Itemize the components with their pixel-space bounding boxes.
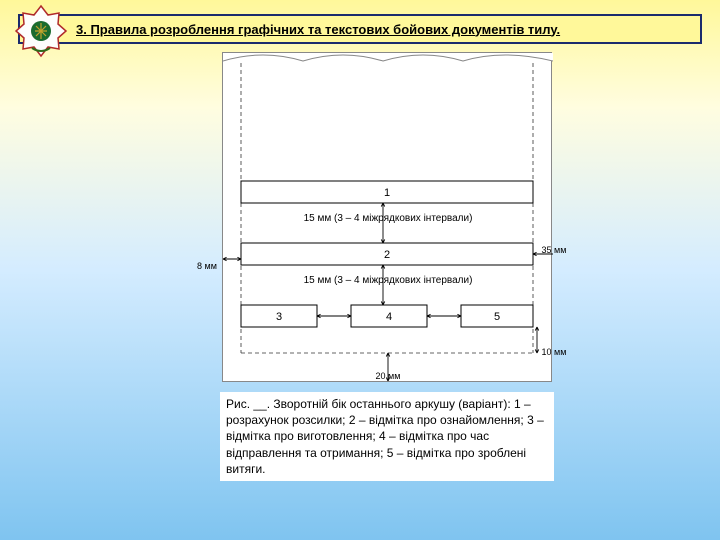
figure-caption: Рис. __. Зворотній бік останнього аркушу… (220, 392, 554, 481)
gap-10-label: 10 мм (539, 347, 569, 357)
svg-text:1: 1 (384, 187, 390, 199)
header-title: 3. Правила розроблення графічних та текс… (76, 22, 560, 37)
emblem-icon (14, 4, 68, 58)
header-bar: 3. Правила розроблення графічних та текс… (18, 14, 702, 44)
svg-text:2: 2 (384, 249, 390, 261)
page-sheet: 1 2 3 4 5 15 мм (3 – 4 міжрядкових інтервали… (222, 52, 552, 382)
interval-label-1: 15 мм (3 – 4 міжрядкових інтервали) (283, 213, 493, 224)
interval-label-2: 15 мм (3 – 4 міжрядкових інтервали) (283, 275, 493, 286)
svg-text:5: 5 (494, 311, 500, 323)
gap-20-label: 20 мм (373, 371, 403, 381)
left-margin-label: 8 мм (193, 261, 221, 271)
svg-text:3: 3 (276, 311, 282, 323)
right-margin-label: 35 мм (537, 245, 571, 255)
svg-text:4: 4 (386, 311, 392, 323)
